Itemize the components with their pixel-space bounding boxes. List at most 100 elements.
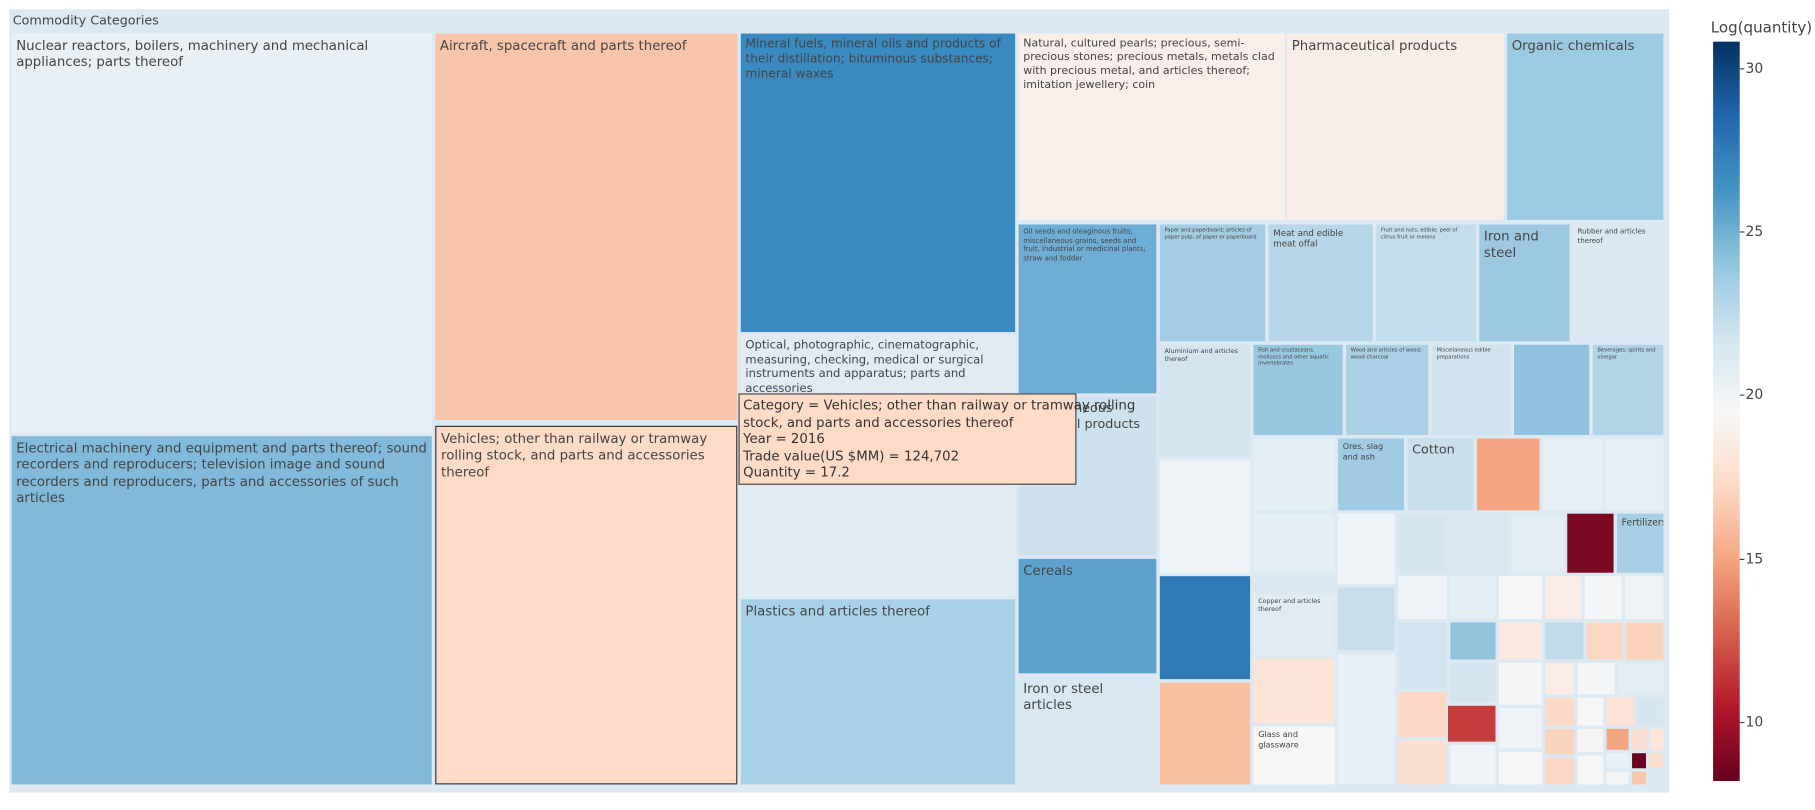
tile[interactable]: Organic chemicals bbox=[1507, 33, 1664, 220]
tile[interactable] bbox=[1606, 771, 1629, 785]
tile[interactable]: Electrical machinery and equipment and p… bbox=[11, 436, 432, 785]
tile[interactable]: Aluminium and articles thereof bbox=[1159, 344, 1251, 458]
tile[interactable] bbox=[1159, 682, 1251, 785]
tile[interactable] bbox=[1545, 622, 1584, 660]
tile[interactable] bbox=[1626, 622, 1664, 660]
tile[interactable]: Vehicles; other than railway or tramway … bbox=[435, 425, 738, 785]
tile[interactable]: Cotton bbox=[1407, 438, 1474, 511]
tile[interactable] bbox=[1398, 691, 1447, 738]
tile[interactable]: Meat and edible meat offal bbox=[1268, 224, 1373, 342]
tile[interactable]: Glass and glassware bbox=[1253, 726, 1335, 785]
tile[interactable] bbox=[1338, 653, 1395, 785]
tile[interactable]: Mineral fuels, mineral oils and products… bbox=[740, 33, 1016, 333]
tile[interactable]: Wood and articles of wood; wood charcoal bbox=[1346, 344, 1429, 436]
tooltip-line: Quantity = 17.2 bbox=[743, 464, 850, 481]
tile[interactable]: Paper and paperboard; articles of paper … bbox=[1159, 224, 1266, 342]
tile[interactable] bbox=[1498, 662, 1542, 705]
tile[interactable]: Rubber and articles thereof bbox=[1573, 224, 1664, 342]
tile[interactable]: Plastics and articles thereof bbox=[740, 599, 1016, 785]
tile[interactable] bbox=[1498, 576, 1542, 619]
tile[interactable] bbox=[1450, 745, 1496, 785]
tile[interactable] bbox=[1450, 662, 1496, 703]
tile[interactable] bbox=[1577, 662, 1615, 695]
tile[interactable]: Oil seeds and oleaginous fruits; miscell… bbox=[1018, 224, 1157, 394]
colorbar-tick bbox=[1739, 67, 1745, 69]
tile[interactable] bbox=[1545, 728, 1575, 755]
tile[interactable]: Ores, slag and ash bbox=[1338, 438, 1405, 511]
tile[interactable] bbox=[1398, 622, 1447, 689]
tile[interactable] bbox=[1567, 513, 1614, 573]
colorbar-tick-label: 20 bbox=[1745, 386, 1764, 404]
tile[interactable] bbox=[1398, 513, 1447, 573]
tile[interactable] bbox=[1650, 728, 1664, 750]
tile[interactable] bbox=[1498, 752, 1542, 785]
tile[interactable] bbox=[1545, 697, 1575, 726]
tile[interactable] bbox=[1632, 728, 1648, 750]
tile[interactable] bbox=[1514, 344, 1590, 436]
tile[interactable] bbox=[1637, 697, 1664, 726]
tile[interactable] bbox=[1542, 438, 1602, 511]
colorbar-tick bbox=[1739, 231, 1745, 233]
tile[interactable]: Aircraft, spacecraft and parts thereof bbox=[435, 33, 738, 420]
tile[interactable] bbox=[1398, 740, 1447, 785]
tile[interactable] bbox=[1605, 438, 1664, 511]
tile[interactable] bbox=[1450, 576, 1496, 619]
tile[interactable] bbox=[1159, 460, 1251, 573]
tooltip-line: Trade value(US $MM) = 124,702 bbox=[743, 447, 960, 464]
chart-title: Commodity Categories bbox=[12, 12, 159, 28]
tile[interactable]: Iron or steel articles bbox=[1018, 676, 1157, 785]
tile[interactable]: Fertilizers bbox=[1617, 513, 1664, 573]
colorbar-tick bbox=[1739, 558, 1745, 560]
tile[interactable] bbox=[1577, 697, 1604, 726]
tile[interactable] bbox=[1586, 622, 1623, 660]
tile[interactable] bbox=[1253, 513, 1335, 573]
tile[interactable]: Natural, cultured pearls; precious, semi… bbox=[1018, 33, 1285, 220]
tile[interactable]: Nuclear reactors, boilers, machinery and… bbox=[11, 33, 432, 433]
tile[interactable] bbox=[1545, 576, 1582, 619]
tile[interactable] bbox=[1545, 662, 1575, 695]
colorbar-tick-label: 10 bbox=[1745, 713, 1764, 731]
tile[interactable] bbox=[1649, 771, 1664, 785]
colorbar bbox=[1713, 41, 1740, 781]
tile[interactable] bbox=[1606, 697, 1635, 726]
tile[interactable] bbox=[1606, 753, 1629, 769]
tooltip-line: Category = Vehicles; other than railway … bbox=[743, 396, 1136, 414]
tile[interactable] bbox=[1450, 622, 1496, 660]
tile[interactable] bbox=[1632, 753, 1646, 769]
colorbar-tick-label: 15 bbox=[1745, 550, 1764, 567]
tile[interactable] bbox=[1625, 576, 1664, 619]
tile[interactable] bbox=[1649, 753, 1664, 769]
tile[interactable] bbox=[1618, 662, 1664, 695]
tile[interactable] bbox=[1253, 438, 1335, 511]
tile[interactable]: Fruit and nuts, edible; peel of citrus f… bbox=[1376, 224, 1476, 342]
tile[interactable] bbox=[1476, 438, 1540, 511]
tile[interactable]: Copper and articles thereof bbox=[1253, 594, 1335, 655]
tile[interactable]: Miscellaneous edible preparations bbox=[1431, 344, 1511, 436]
colorbar-tick bbox=[1739, 394, 1745, 397]
tile[interactable] bbox=[1450, 513, 1508, 573]
tile[interactable] bbox=[1498, 622, 1542, 660]
tile[interactable] bbox=[1448, 705, 1496, 742]
tile[interactable] bbox=[1584, 576, 1622, 619]
tile[interactable]: Beverages, spirits and vinegar bbox=[1592, 344, 1664, 436]
tile[interactable]: Iron and steel bbox=[1479, 224, 1570, 342]
colorbar-title: Log(quantity) bbox=[1710, 19, 1813, 38]
tile[interactable] bbox=[1338, 513, 1395, 585]
tile[interactable]: Pharmaceutical products bbox=[1287, 33, 1504, 220]
tile[interactable] bbox=[1577, 755, 1604, 785]
tile[interactable] bbox=[1338, 587, 1395, 651]
tile[interactable] bbox=[1253, 658, 1335, 724]
tile[interactable] bbox=[1510, 513, 1564, 573]
tile[interactable] bbox=[1632, 771, 1646, 785]
tile[interactable] bbox=[1398, 576, 1447, 619]
tile[interactable] bbox=[1577, 728, 1604, 753]
tile[interactable]: Cereals bbox=[1018, 558, 1157, 674]
tile[interactable] bbox=[1159, 576, 1251, 680]
tile[interactable] bbox=[1606, 728, 1629, 750]
tile[interactable] bbox=[1498, 708, 1542, 749]
colorbar-tick-label: 30 bbox=[1745, 59, 1764, 76]
tile[interactable] bbox=[1545, 757, 1575, 785]
tile[interactable]: Fish and crustaceans, molluscs and other… bbox=[1253, 344, 1343, 436]
